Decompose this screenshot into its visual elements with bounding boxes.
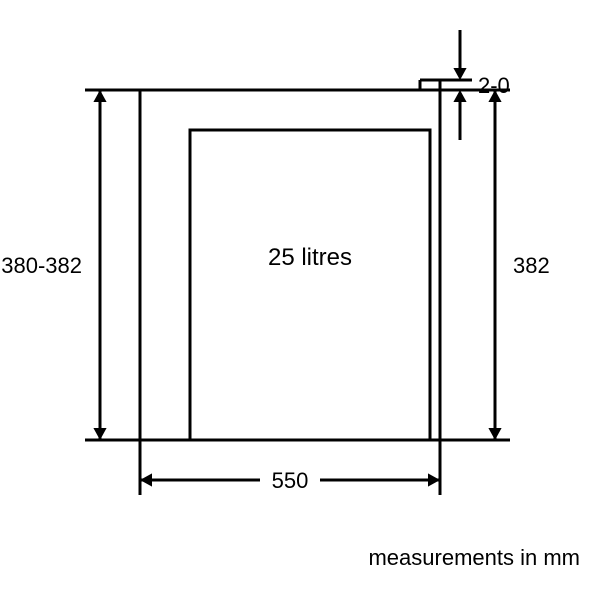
inner-box [190, 130, 430, 440]
arrow-head [93, 428, 106, 440]
arrow-head [453, 68, 466, 80]
dim-height-left-label: 380-382 [1, 253, 82, 278]
arrow-head [140, 473, 152, 486]
volume-label: 25 litres [268, 244, 352, 271]
arrow-head [428, 473, 440, 486]
units-note: measurements in mm [368, 545, 580, 570]
dim-height-right-label: 382 [513, 253, 550, 278]
arrow-head [453, 90, 466, 102]
arrow-head [488, 428, 501, 440]
dim-gap-label: 2-0 [478, 73, 510, 98]
arrow-head [93, 90, 106, 102]
dim-width-label: 550 [272, 468, 309, 493]
